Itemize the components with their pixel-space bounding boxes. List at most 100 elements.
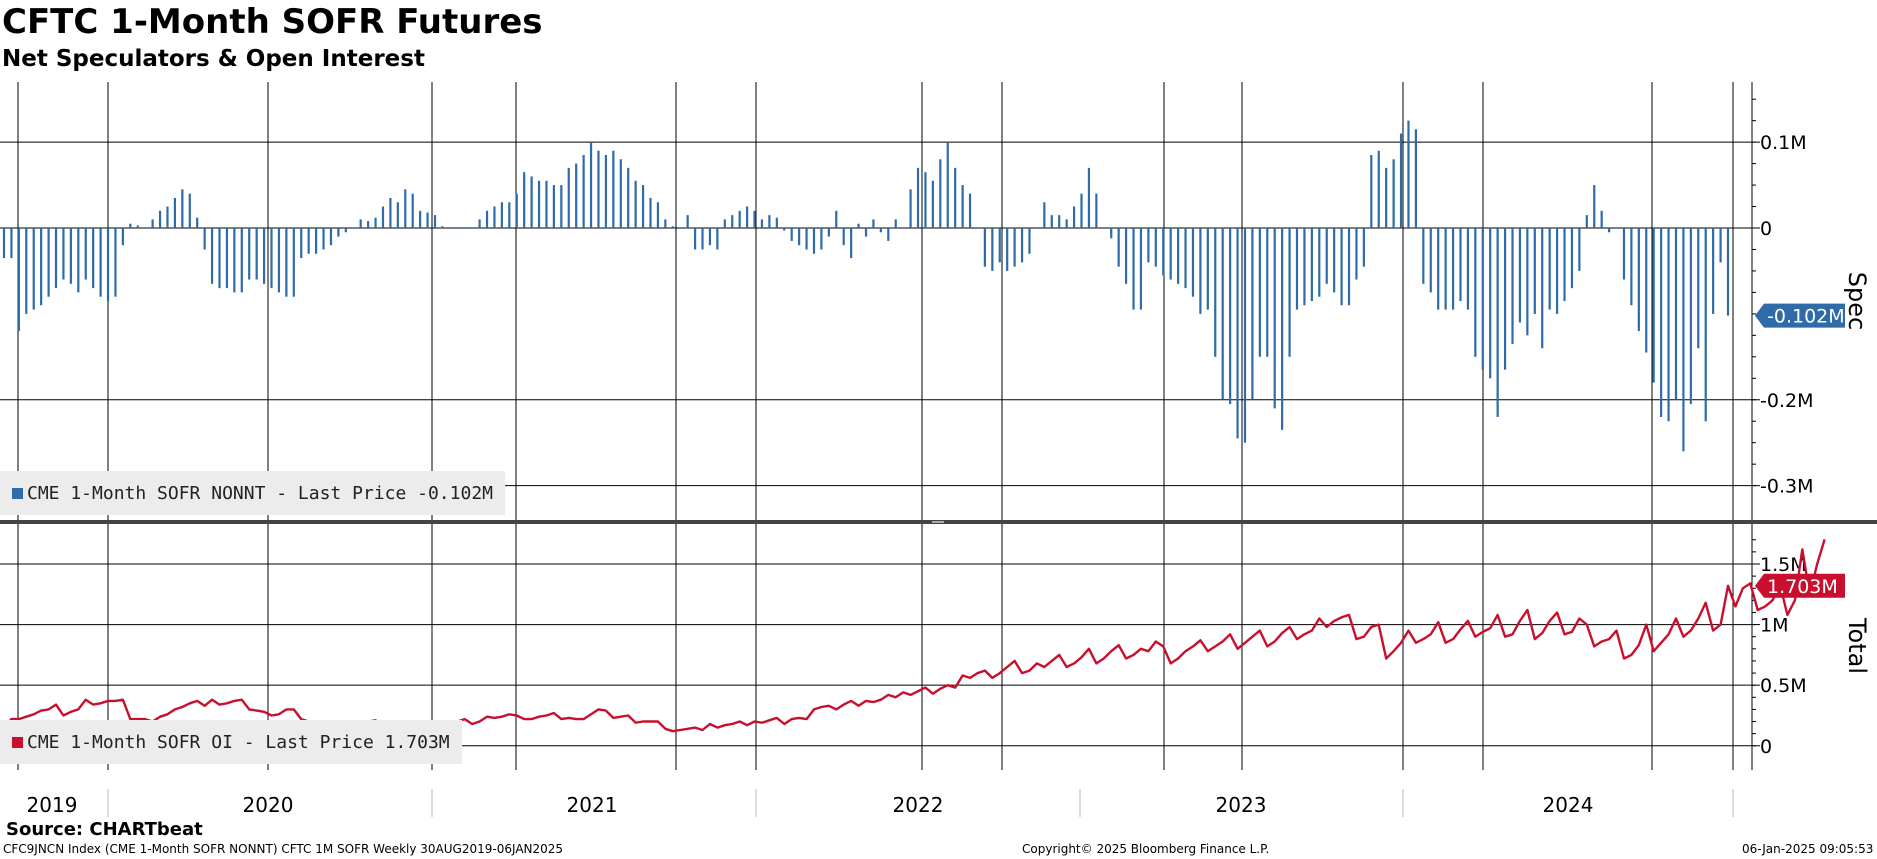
spec-bar bbox=[270, 228, 273, 289]
spec-bar bbox=[1310, 228, 1313, 301]
spec-bar bbox=[634, 180, 637, 228]
spec-bar bbox=[857, 223, 860, 228]
spec-bar bbox=[1184, 228, 1187, 289]
spec-bar bbox=[1132, 228, 1135, 310]
spec-bar bbox=[731, 215, 734, 228]
spec-bar bbox=[627, 167, 630, 228]
legend-total-text: CME 1-Month SOFR OI - Last Price 1.703M bbox=[27, 731, 450, 753]
spec-bar bbox=[597, 150, 600, 228]
spec-tick-label: 0 bbox=[1760, 218, 1772, 240]
spec-bar bbox=[389, 197, 392, 228]
spec-bar bbox=[456, 228, 459, 229]
spec-bar bbox=[790, 228, 793, 241]
year-label: 2019 bbox=[27, 793, 78, 817]
spec-bar bbox=[1191, 228, 1195, 297]
spec-bar bbox=[1214, 228, 1217, 357]
spec-bar bbox=[864, 228, 868, 237]
spec-bar bbox=[716, 228, 719, 250]
total-axis-title: Total bbox=[1843, 617, 1871, 674]
spec-bar bbox=[1251, 228, 1254, 400]
spec-bar bbox=[649, 197, 652, 228]
spec-bar bbox=[1399, 133, 1403, 228]
spec-bar bbox=[693, 228, 697, 250]
spec-bar bbox=[1362, 228, 1365, 267]
spec-bar bbox=[686, 215, 689, 228]
spec-bar bbox=[1503, 228, 1507, 370]
spec-bar bbox=[300, 228, 303, 259]
spec-bar bbox=[374, 217, 377, 228]
spec-bar bbox=[1555, 228, 1559, 314]
spec-bar bbox=[835, 210, 838, 228]
spec-bar bbox=[872, 219, 875, 228]
spec-bar bbox=[1340, 228, 1343, 306]
footer-index: CFC9JNCN Index (CME 1-Month SOFR NONNT) … bbox=[3, 842, 564, 856]
spec-bar bbox=[144, 228, 147, 229]
spec-bar bbox=[1645, 228, 1648, 353]
spec-bar bbox=[1630, 228, 1633, 306]
spec-bar bbox=[292, 228, 295, 297]
spec-bar bbox=[1526, 228, 1529, 336]
spec-bar bbox=[1117, 228, 1120, 267]
spec-bar bbox=[812, 228, 816, 254]
spec-bar bbox=[1177, 228, 1180, 284]
spec-bar bbox=[1496, 228, 1499, 417]
spec-bar bbox=[582, 155, 585, 228]
spec-bar bbox=[40, 228, 43, 306]
spec-bar bbox=[924, 172, 927, 228]
spec-bar bbox=[367, 221, 370, 228]
spec-bar bbox=[1080, 193, 1083, 228]
spec-bar bbox=[850, 228, 853, 259]
spec-bar bbox=[277, 228, 281, 293]
spec-bar bbox=[210, 228, 214, 284]
spec-bar bbox=[1325, 228, 1328, 284]
spec-bar bbox=[1407, 120, 1410, 228]
spec-bar bbox=[1147, 228, 1150, 263]
spec-bar bbox=[1622, 228, 1626, 280]
spec-bar bbox=[1593, 185, 1596, 228]
spec-bar bbox=[1333, 228, 1336, 293]
spec-bar bbox=[879, 228, 882, 233]
spec-bar bbox=[894, 219, 897, 228]
spec-bar bbox=[1169, 228, 1172, 280]
spec-bar bbox=[1585, 215, 1588, 228]
spec-bar bbox=[1288, 228, 1291, 357]
spec-bar bbox=[1065, 219, 1068, 228]
spec-bar bbox=[233, 228, 236, 293]
spec-bar bbox=[746, 206, 749, 228]
spec-bar bbox=[463, 228, 466, 229]
spec-bar bbox=[1674, 228, 1678, 400]
spec-bar bbox=[1667, 228, 1670, 422]
legend-spec-text: CME 1-Month SOFR NONNT - Last Price -0.1… bbox=[27, 482, 493, 504]
spec-bar bbox=[723, 219, 726, 228]
spec-bar bbox=[1006, 228, 1009, 271]
spec-bar bbox=[760, 219, 764, 228]
spec-bar bbox=[196, 217, 199, 228]
spec-bar bbox=[1258, 228, 1261, 357]
spec-bar bbox=[1578, 228, 1581, 271]
chart-title: CFTC 1-Month SOFR Futures bbox=[2, 2, 543, 42]
spec-bar bbox=[931, 180, 934, 228]
spec-bar bbox=[976, 228, 979, 229]
spec-bar bbox=[1273, 228, 1276, 409]
spec-bar bbox=[1437, 228, 1440, 310]
spec-bar bbox=[1043, 202, 1046, 228]
spec-bar bbox=[1466, 228, 1470, 310]
spec-bar bbox=[1608, 228, 1611, 233]
spec-bar bbox=[515, 193, 518, 228]
spec-bar bbox=[902, 228, 905, 229]
spec-bar bbox=[1347, 228, 1351, 306]
legend-total: CME 1-Month SOFR OI - Last Price 1.703M bbox=[0, 720, 462, 764]
spec-bar bbox=[1489, 228, 1492, 379]
footer-copyright: Copyright© 2025 Bloomberg Finance L.P. bbox=[1022, 842, 1270, 856]
spec-bar bbox=[708, 228, 712, 246]
spec-bar bbox=[664, 219, 667, 228]
spec-bar bbox=[820, 228, 823, 250]
total-tick-label: 0 bbox=[1760, 736, 1772, 758]
spec-bar bbox=[1221, 228, 1224, 400]
spec-bar bbox=[1303, 228, 1306, 306]
spec-bar bbox=[188, 193, 191, 228]
spec-bar bbox=[181, 189, 184, 228]
spec-bar bbox=[337, 228, 340, 237]
spec-bar bbox=[1451, 228, 1455, 310]
spec-bar bbox=[1355, 228, 1358, 280]
